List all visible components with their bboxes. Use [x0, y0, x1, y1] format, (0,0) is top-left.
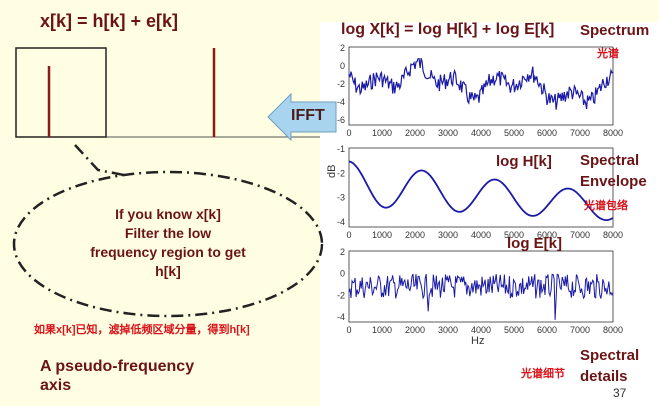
x-tick-label: 5000: [504, 230, 524, 240]
spectrum-curve: [348, 58, 614, 110]
x-tick-label: 4000: [471, 325, 491, 335]
y-tick-label: 0: [340, 61, 345, 71]
log-e-title: log E[k]: [507, 235, 562, 252]
details-xlabel: Hz: [471, 335, 485, 347]
details-label: Spectral details: [580, 345, 639, 387]
x-tick-label: 5000: [504, 128, 524, 138]
details-line: Spectral: [580, 347, 640, 364]
x-tick-label: 1000: [372, 128, 392, 138]
y-tick-label: -4: [337, 312, 345, 322]
envelope-label: Spectral Envelope: [580, 150, 647, 192]
x-tick-label: 4000: [471, 128, 491, 138]
page-number: 37: [613, 386, 627, 400]
low-region-box: [15, 47, 107, 138]
x-tick-label: 7000: [570, 325, 590, 335]
x-tick-label: 6000: [537, 230, 557, 240]
details-curve: [348, 273, 614, 320]
x-tick-label: 6000: [537, 128, 557, 138]
x-tick-label: 7000: [570, 128, 590, 138]
y-tick-label: -2: [337, 290, 345, 300]
details-plot: 20-2-40 1000 2000 3000 4000 5000 6000 7000 8000: [337, 247, 623, 335]
callout-pointer: [74, 144, 125, 177]
x-tick-label: 4000: [471, 230, 491, 240]
x-tick-label: 7000: [570, 230, 590, 240]
x-tick-label: 1000: [372, 230, 392, 240]
y-tick-label: -6: [337, 115, 345, 125]
envelope-ylabel: dB: [326, 164, 338, 178]
x-tick-label: 3000: [438, 128, 458, 138]
ifft-arrow-icon: [267, 92, 337, 142]
callout-line: If you know x[k]: [115, 206, 221, 222]
callout-line: frequency region to get: [90, 244, 246, 260]
x-tick-label: 1000: [372, 325, 392, 335]
x-tick-label: 0: [346, 230, 351, 240]
y-tick-label: 2: [340, 247, 345, 257]
spectrum-label: Spectrum: [580, 22, 650, 39]
callout-line: Filter the low: [124, 225, 212, 241]
spectrum-plot: 20-2-4-60 1000 2000 3000 4000 5000 6000 7000 800…: [337, 43, 623, 138]
x-tick-label: 8000: [603, 325, 623, 335]
envelope-curve: [348, 160, 614, 222]
y-tick-label: -4: [337, 97, 345, 107]
caption-line: A pseudo-frequency: [40, 358, 195, 375]
log-h-title: log H[k]: [496, 153, 552, 170]
log-equation: log X[k] = log H[k] + log E[k]: [341, 21, 555, 38]
envelope-cn-label: 光谱包络: [584, 200, 628, 212]
x-tick-label: 8000: [603, 128, 623, 138]
y-tick-label: -1: [337, 144, 345, 154]
pseudo-frequency-caption: A pseudo-frequency axis: [40, 357, 194, 395]
x-tick-label: 0: [346, 325, 351, 335]
x-tick-label: 3000: [438, 230, 458, 240]
chinese-note: 如果x[k]已知，滤掉低频区域分量，得到h[k]: [34, 324, 250, 336]
x-tick-label: 2000: [405, 230, 425, 240]
callout-ellipse: [12, 170, 324, 318]
x-tick-label: 3000: [438, 325, 458, 335]
x-tick-label: 0: [346, 128, 351, 138]
spectrum-cn-label: 光谱: [597, 48, 619, 60]
time-equation: x[k] = h[k] + e[k]: [40, 11, 179, 31]
envelope-plot: -1 -2 -3 -40 1000 2000 3000 4000 5000 6000 7000 800…: [337, 144, 623, 240]
x-tick-label: 2000: [405, 128, 425, 138]
y-tick-label: -2: [337, 79, 345, 89]
x-tick-label: 8000: [603, 230, 623, 240]
details-cn-label: 光谱细节: [521, 368, 565, 380]
y-tick-label: 2: [340, 43, 345, 53]
y-tick-label: 0: [340, 269, 345, 279]
y-tick-label: -2: [337, 168, 345, 178]
x-tick-label: 5000: [504, 325, 524, 335]
y-tick-label: -4: [337, 217, 345, 227]
details-line: details: [580, 368, 628, 385]
envelope-line: Spectral: [580, 152, 640, 169]
envelope-line: Envelope: [580, 173, 647, 190]
callout-line: h[k]: [155, 263, 181, 279]
x-tick-label: 6000: [537, 325, 557, 335]
x-tick-label: 2000: [405, 325, 425, 335]
callout-text: If you know x[k] Filter the low frequenc…: [44, 205, 292, 281]
ifft-label: IFFT: [291, 107, 325, 124]
y-tick-label: -3: [337, 193, 345, 203]
caption-line: axis: [40, 377, 72, 394]
